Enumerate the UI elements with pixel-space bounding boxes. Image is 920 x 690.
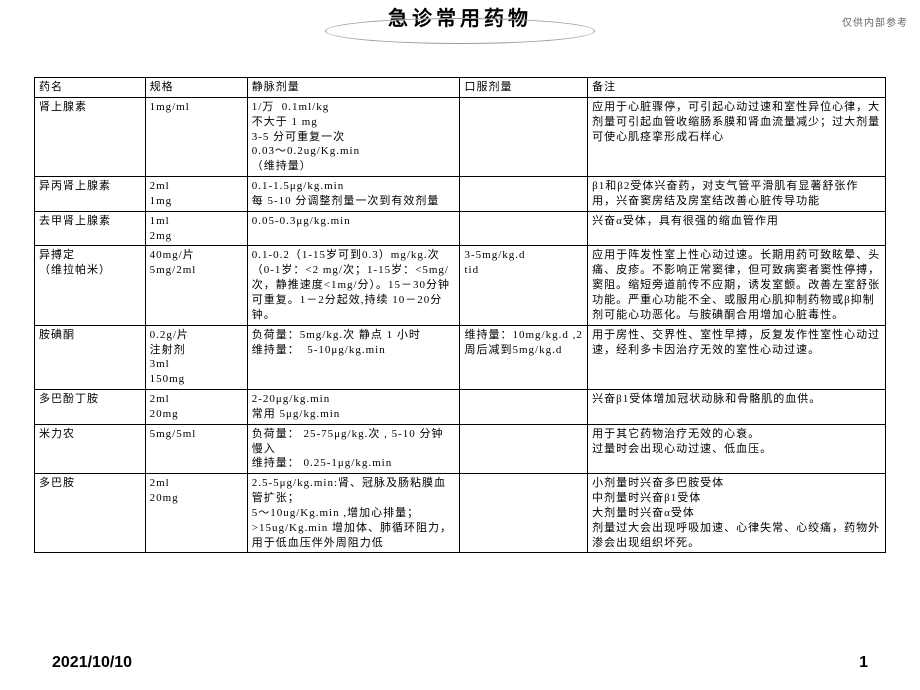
- cell-iv: 0.1-1.5μg/kg.min 每 5-10 分调整剂量一次到有效剂量: [247, 177, 460, 212]
- cell-oral: 维持量：10mg/kg.d ,2周后减到5mg/kg.d: [460, 325, 588, 389]
- table-row: 去甲肾上腺素1ml 2mg0.05-0.3μg/kg.min 兴奋α受体，具有很强…: [35, 211, 886, 246]
- cell-spec: 5mg/5ml: [145, 424, 247, 474]
- cell-name: 异丙肾上腺素: [35, 177, 146, 212]
- table-row: 胺碘酮0.2g/片 注射剂 3ml 150mg负荷量：5mg/kg.次 静点 1…: [35, 325, 886, 389]
- cell-oral: [460, 177, 588, 212]
- cell-oral: [460, 424, 588, 474]
- cell-spec: 1ml 2mg: [145, 211, 247, 246]
- cell-note: 用于房性、交界性、室性早搏，反复发作性室性心动过速，经利多卡因治疗无效的室性心动…: [588, 325, 886, 389]
- cell-spec: 2ml 20mg: [145, 474, 247, 553]
- drug-table-container: 药名 规格 静脉剂量 口服剂量 备注 肾上腺素1mg/ml1/万 0.1ml/k…: [0, 31, 920, 553]
- cell-spec: 0.2g/片 注射剂 3ml 150mg: [145, 325, 247, 389]
- cell-note: 应用于阵发性室上性心动过速。长期用药可致眩晕、头痛、皮疹。不影响正常窦律，但可致…: [588, 246, 886, 325]
- cell-name: 去甲肾上腺素: [35, 211, 146, 246]
- drug-table: 药名 规格 静脉剂量 口服剂量 备注 肾上腺素1mg/ml1/万 0.1ml/k…: [34, 77, 886, 553]
- page-title: 急诊常用药物: [388, 2, 532, 31]
- cell-iv: 负荷量：5mg/kg.次 静点 1 小时 维持量： 5-10μg/kg.min: [247, 325, 460, 389]
- cell-note: 兴奋α受体，具有很强的缩血管作用: [588, 211, 886, 246]
- table-row: 米力农5mg/5ml负荷量： 25-75μg/kg.次 , 5-10 分钟慢入 …: [35, 424, 886, 474]
- footer-page-number: 1: [859, 654, 868, 672]
- cell-spec: 2ml 1mg: [145, 177, 247, 212]
- cell-spec: 1mg/ml: [145, 97, 247, 176]
- cell-name: 多巴胺: [35, 474, 146, 553]
- table-header-row: 药名 规格 静脉剂量 口服剂量 备注: [35, 78, 886, 98]
- cell-iv: 0.1-0.2（1-15岁可到0.3）mg/kg.次（0-1岁：<2 mg/次；…: [247, 246, 460, 325]
- cell-note: β1和β2受体兴奋药，对支气管平滑肌有显著舒张作用，兴奋窦房结及房室结改善心脏传…: [588, 177, 886, 212]
- cell-name: 多巴酚丁胺: [35, 390, 146, 425]
- cell-oral: [460, 97, 588, 176]
- col-note: 备注: [588, 78, 886, 98]
- cell-oral: 3-5mg/kg.d tid: [460, 246, 588, 325]
- cell-name: 肾上腺素: [35, 97, 146, 176]
- cell-spec: 2ml 20mg: [145, 390, 247, 425]
- cell-iv: 负荷量： 25-75μg/kg.次 , 5-10 分钟慢入 维持量： 0.25-…: [247, 424, 460, 474]
- cell-note: 小剂量时兴奋多巴胺受体 中剂量时兴奋β1受体 大剂量时兴奋α受体 剂量过大会出现…: [588, 474, 886, 553]
- cell-note: 应用于心脏骤停，可引起心动过速和室性异位心律，大剂量可引起血管收缩肠系膜和肾血流…: [588, 97, 886, 176]
- col-spec: 规格: [145, 78, 247, 98]
- table-row: 肾上腺素1mg/ml1/万 0.1ml/kg 不大于 1 mg 3-5 分可重复…: [35, 97, 886, 176]
- col-iv: 静脉剂量: [247, 78, 460, 98]
- cell-spec: 40mg/片 5mg/2ml: [145, 246, 247, 325]
- cell-iv: 2-20μg/kg.min 常用 5μg/kg.min: [247, 390, 460, 425]
- cell-name: 异搏定 （维拉帕米）: [35, 246, 146, 325]
- cell-note: 用于其它药物治疗无效的心衰。 过量时会出现心动过速、低血压。: [588, 424, 886, 474]
- cell-oral: [460, 211, 588, 246]
- table-row: 异搏定 （维拉帕米）40mg/片 5mg/2ml0.1-0.2（1-15岁可到0…: [35, 246, 886, 325]
- col-oral: 口服剂量: [460, 78, 588, 98]
- cell-iv: 1/万 0.1ml/kg 不大于 1 mg 3-5 分可重复一次 0.03～0.…: [247, 97, 460, 176]
- cell-name: 米力农: [35, 424, 146, 474]
- table-row: 多巴酚丁胺2ml 20mg2-20μg/kg.min 常用 5μg/kg.min…: [35, 390, 886, 425]
- cell-name: 胺碘酮: [35, 325, 146, 389]
- col-name: 药名: [35, 78, 146, 98]
- cell-iv: 0.05-0.3μg/kg.min: [247, 211, 460, 246]
- cell-iv: 2.5-5μg/kg.min:肾、冠脉及肠粘膜血管扩张； 5～10ug/Kg.m…: [247, 474, 460, 553]
- watermark-text: 仅供内部参考: [842, 14, 908, 29]
- cell-oral: [460, 474, 588, 553]
- table-row: 多巴胺2ml 20mg2.5-5μg/kg.min:肾、冠脉及肠粘膜血管扩张； …: [35, 474, 886, 553]
- footer-date: 2021/10/10: [52, 654, 132, 672]
- cell-note: 兴奋β1受体增加冠状动脉和骨骼肌的血供。: [588, 390, 886, 425]
- cell-oral: [460, 390, 588, 425]
- table-row: 异丙肾上腺素2ml 1mg0.1-1.5μg/kg.min 每 5-10 分调整…: [35, 177, 886, 212]
